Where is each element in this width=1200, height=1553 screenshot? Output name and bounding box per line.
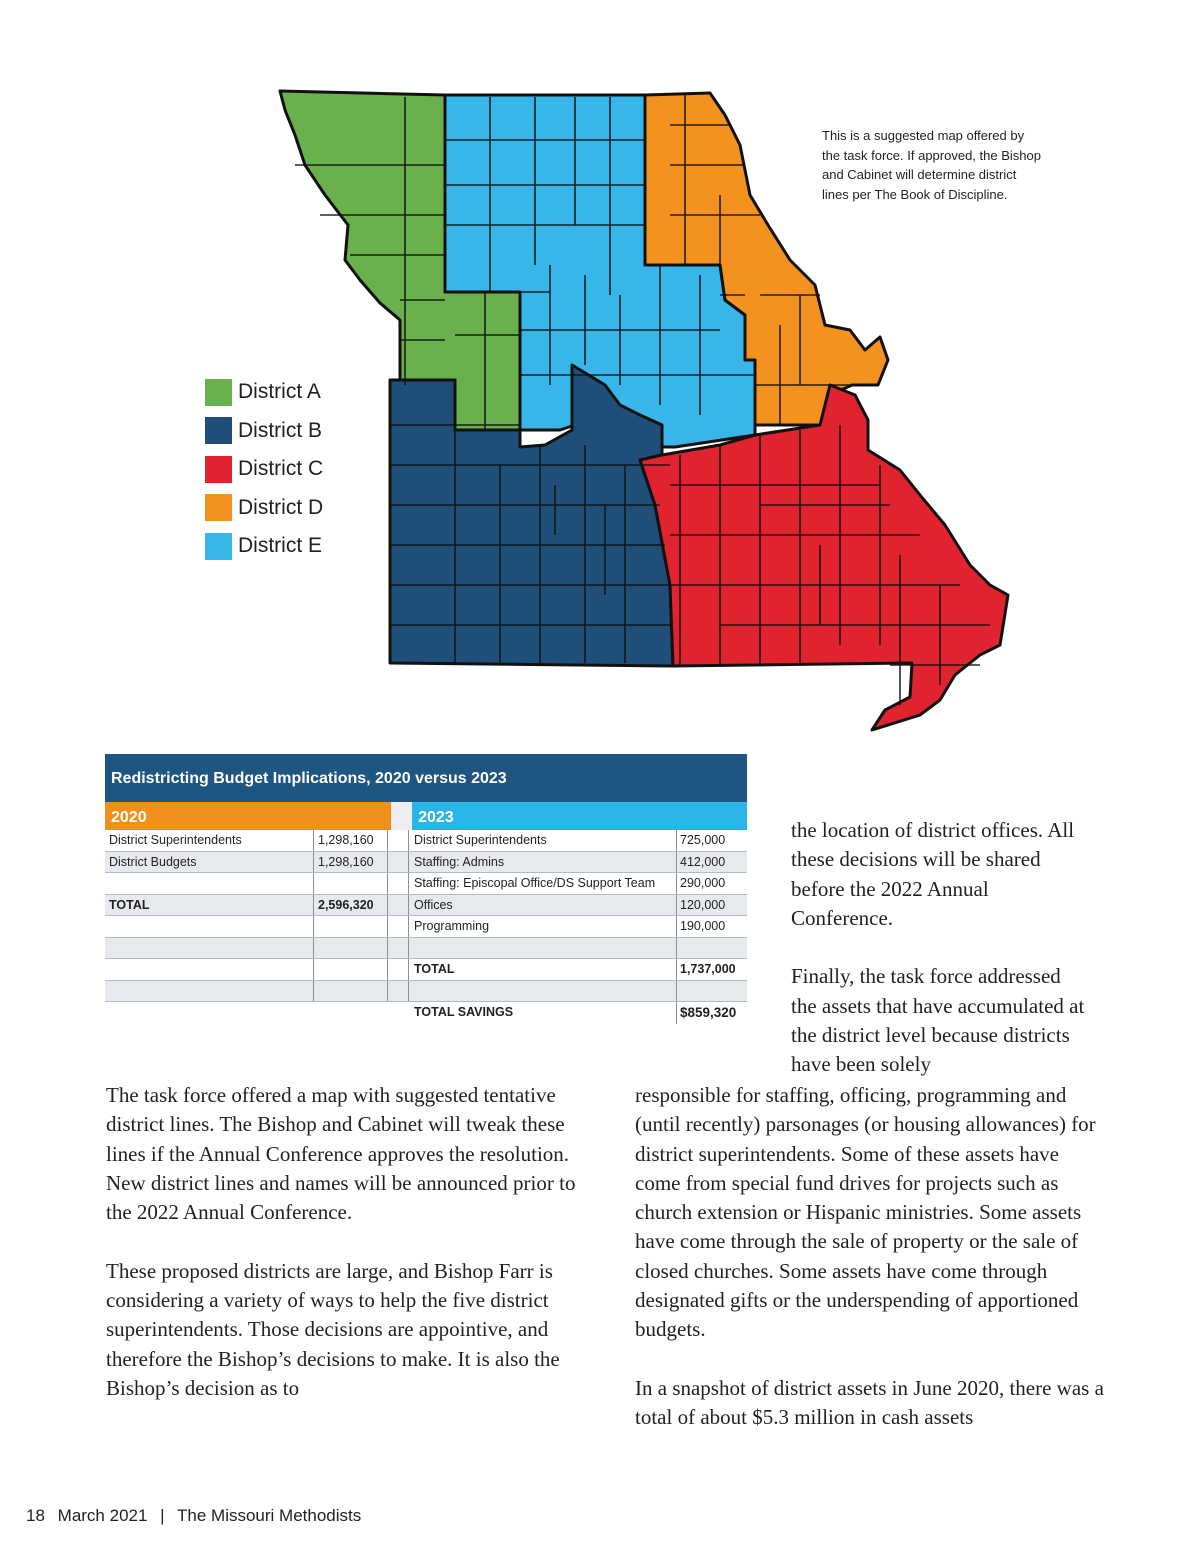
cell-2023-item [409, 980, 677, 1001]
cell-2023-amount [677, 981, 747, 1002]
cell-spacer [388, 916, 409, 937]
table-row: Programming 190,000 [105, 916, 747, 938]
legend-item-district-c: District C [205, 450, 323, 489]
cell-spacer [388, 980, 409, 1001]
publication-name: The Missouri Methodists [177, 1506, 362, 1525]
paragraph: the location of district offices. All th… [791, 818, 1075, 930]
cell-2020-total-label: TOTAL [105, 894, 314, 915]
cell-spacer [388, 959, 409, 980]
cell-2020-amount [314, 1002, 388, 1024]
paragraph: The task force offered a map with sugges… [106, 1083, 576, 1225]
cell-spacer [388, 937, 409, 958]
cell-spacer [388, 851, 409, 872]
cell-2020-item [105, 959, 314, 980]
cell-2020-item [105, 1002, 314, 1024]
cell-2020-item: District Budgets [105, 851, 314, 872]
region-district-c [638, 383, 1010, 732]
text-column-right-top: the location of district offices. All th… [791, 816, 1091, 1080]
cell-2023-amount: 290,000 [680, 876, 726, 890]
table-row-savings: TOTAL SAVINGS $859,320 [105, 1002, 747, 1024]
table-row: District Superintendents 1,298,160 Distr… [105, 830, 747, 852]
cell-2023-item: Staffing: Admins [409, 851, 677, 872]
cell-spacer [388, 894, 409, 915]
paragraph: These proposed districts are large, and … [106, 1258, 560, 1400]
cell-2023-total-amount: 1,737,000 [680, 962, 736, 976]
cell-2023-amount: 725,000 [680, 833, 726, 847]
cell-2023-item: District Superintendents [409, 830, 677, 851]
cell-2020-item: District Superintendents [105, 830, 314, 851]
cell-2023-item: Staffing: Episcopal Office/DS Support Te… [409, 873, 677, 894]
footer-separator: | [160, 1506, 165, 1525]
page-number: 18 [26, 1506, 45, 1525]
budget-table: Redistricting Budget Implications, 2020 … [105, 754, 747, 1024]
table-row [105, 980, 747, 1002]
cell-2023-amount: 190,000 [680, 919, 726, 933]
legend-swatch [205, 378, 232, 406]
issue-date: March 2021 [57, 1506, 148, 1525]
text-column-right: responsible for staffing, officing, prog… [635, 1081, 1105, 1433]
table-header-row: 2020 2023 [105, 802, 747, 830]
map-note: This is a suggested map offered by the t… [822, 128, 1041, 202]
legend-label: District A [238, 380, 321, 404]
cell-2023-item: Programming [409, 916, 677, 937]
cell-2020-item [105, 937, 314, 958]
header-2023: 2023 [412, 802, 747, 830]
table-row: Staffing: Episcopal Office/DS Support Te… [105, 873, 747, 895]
paragraph: responsible for staffing, officing, prog… [635, 1083, 1096, 1342]
table-row: TOTAL 2,596,320 Offices 120,000 [105, 894, 747, 916]
legend-item-district-b: District B [205, 412, 323, 451]
cell-2023-amount: 120,000 [680, 897, 726, 912]
header-spacer [391, 802, 413, 830]
page-footer: 18 March 2021 | The Missouri Methodists [26, 1506, 369, 1526]
paragraph: In a snapshot of district assets in June… [635, 1375, 1104, 1430]
paragraph: Finally, the task force addressed the as… [791, 964, 1085, 1077]
cell-2020-item [105, 916, 314, 937]
cell-2020-item [105, 980, 314, 1001]
legend-label: District B [238, 418, 322, 442]
legend-swatch [205, 532, 232, 560]
cell-2020-amount: 1,298,160 [314, 851, 388, 872]
cell-2020-amount [314, 959, 388, 980]
legend-item-district-a: District A [205, 373, 323, 412]
header-2020: 2020 [105, 802, 392, 830]
cell-2020-total-amount: 2,596,320 [314, 894, 388, 915]
legend-label: District D [238, 495, 324, 519]
legend-item-district-e: District E [205, 527, 323, 566]
cell-2023-amount: 412,000 [680, 854, 726, 869]
table-title: Redistricting Budget Implications, 2020 … [105, 754, 747, 802]
district-map: District A District B District C Distric… [200, 85, 1041, 735]
legend-label: District C [238, 457, 324, 481]
cell-savings-label: TOTAL SAVINGS [409, 1002, 677, 1024]
county-lines [295, 95, 990, 705]
cell-2023-total-label: TOTAL [409, 959, 677, 980]
cell-2023-item: Offices [409, 894, 677, 915]
map-legend: District A District B District C Distric… [205, 373, 323, 566]
cell-2020-amount: 1,298,160 [314, 830, 388, 851]
cell-spacer [388, 873, 409, 894]
cell-2020-item [105, 873, 314, 894]
table-row [105, 937, 747, 959]
table-row: District Budgets 1,298,160 Staffing: Adm… [105, 851, 747, 873]
text-column-left: The task force offered a map with sugges… [106, 1081, 576, 1403]
cell-savings-amount: $859,320 [680, 1005, 737, 1020]
cell-2020-amount [314, 937, 388, 958]
cell-spacer [388, 830, 409, 851]
cell-2020-amount [314, 980, 388, 1001]
legend-label: District E [238, 534, 322, 558]
table-row: TOTAL 1,737,000 [105, 959, 747, 981]
legend-swatch [205, 455, 232, 483]
region-district-d [643, 91, 890, 427]
legend-swatch [205, 494, 232, 522]
cell-2023-item [409, 937, 677, 958]
missouri-map-graphic [278, 89, 1010, 732]
legend-swatch [205, 417, 232, 445]
legend-item-district-d: District D [205, 489, 323, 528]
cell-2023-amount [677, 938, 747, 959]
cell-spacer [388, 1002, 409, 1024]
cell-2020-amount [314, 873, 388, 894]
cell-2020-amount [314, 916, 388, 937]
